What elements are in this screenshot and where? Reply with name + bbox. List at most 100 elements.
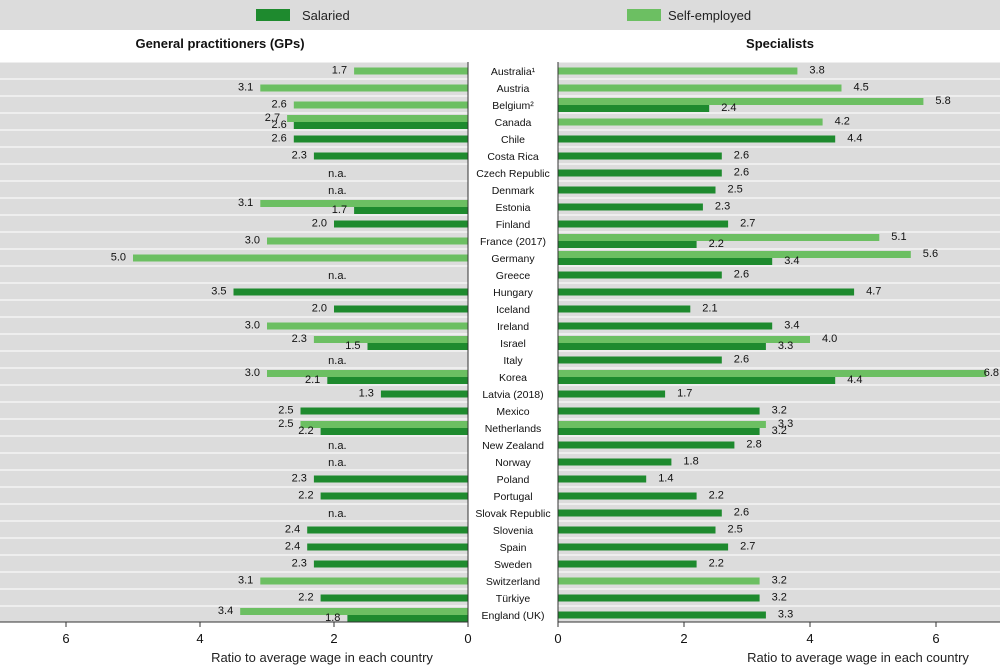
gp-self-employed-bar <box>300 421 468 428</box>
specialists-salaried-bar <box>558 407 760 415</box>
specialists-salaried-value-label: 3.2 <box>772 405 787 417</box>
gp-na-label: n.a. <box>328 457 346 469</box>
specialists-salaried-value-label: 2.2 <box>709 558 724 570</box>
specialists-x-tick-label: 6 <box>932 631 939 646</box>
gp-salaried-value-label: 2.3 <box>292 150 307 162</box>
gp-salaried-value-label: 2.4 <box>285 541 300 553</box>
gp-salaried-value-label: 1.7 <box>332 204 347 216</box>
gp-self-employed-bar <box>293 101 468 109</box>
specialists-salaried-value-label: 4.7 <box>866 286 881 298</box>
gp-na-label: n.a. <box>328 270 346 282</box>
legend-salaried-label: Salaried <box>302 8 350 23</box>
specialists-salaried-bar <box>558 594 760 602</box>
gp-na-label: n.a. <box>328 168 346 180</box>
gp-self-employed-bar <box>260 84 468 92</box>
gp-x-tick-label: 2 <box>330 631 337 646</box>
specialists-salaried-bar <box>558 186 716 194</box>
specialists-salaried-value-label: 1.4 <box>658 473 673 485</box>
specialists-self-employed-bar <box>558 118 823 126</box>
gp-salaried-value-label: 2.5 <box>278 405 293 417</box>
gp-na-label: n.a. <box>328 185 346 197</box>
specialists-self-employed-value-label: 4.5 <box>854 82 869 94</box>
specialists-salaried-bar <box>558 152 722 160</box>
gp-self-employed-value-label: 3.0 <box>245 320 260 332</box>
gp-salaried-bar <box>313 152 468 160</box>
specialists-x-axis-title: Ratio to average wage in each country <box>747 650 969 665</box>
gp-salaried-bar <box>293 135 468 143</box>
gp-self-employed-bar <box>267 237 468 245</box>
category-label: Hungary <box>493 287 533 299</box>
gp-salaried-bar <box>367 343 468 350</box>
specialists-x-tick-label: 2 <box>680 631 687 646</box>
gp-self-employed-value-label: 3.1 <box>238 575 253 587</box>
category-label: Norway <box>495 457 531 469</box>
category-label: Belgium² <box>492 100 534 112</box>
gp-salaried-bar <box>300 407 468 415</box>
specialists-salaried-bar <box>558 135 836 143</box>
category-label: Mexico <box>496 406 529 418</box>
gp-salaried-bar <box>380 390 468 398</box>
category-label: Latvia (2018) <box>482 389 543 401</box>
specialists-salaried-bar <box>558 105 710 112</box>
gp-self-employed-bar <box>354 67 468 75</box>
specialists-salaried-value-label: 3.3 <box>778 340 793 352</box>
specialists-salaried-value-label: 2.5 <box>728 184 743 196</box>
specialists-salaried-bar <box>558 169 722 177</box>
gp-self-employed-bar <box>240 608 468 615</box>
specialists-salaried-value-label: 2.2 <box>709 238 724 250</box>
gp-salaried-bar <box>320 492 468 500</box>
gp-x-tick-label: 6 <box>62 631 69 646</box>
gp-salaried-value-label: 2.2 <box>298 425 313 437</box>
category-label: Türkiye <box>496 593 531 605</box>
category-label: Australia¹ <box>491 66 536 78</box>
specialists-self-employed-bar <box>558 421 766 428</box>
specialists-salaried-bar <box>558 441 735 449</box>
specialists-salaried-bar <box>558 611 766 619</box>
gp-salaried-value-label: 2.3 <box>292 558 307 570</box>
gp-salaried-value-label: 1.5 <box>345 340 360 352</box>
gp-salaried-value-label: 2.3 <box>292 473 307 485</box>
specialists-salaried-value-label: 2.5 <box>728 524 743 536</box>
category-label: Netherlands <box>485 423 542 435</box>
legend-self-employed-label: Self-employed <box>668 8 751 23</box>
specialists-salaried-value-label: 3.4 <box>784 255 799 267</box>
specialists-self-employed-value-label: 5.6 <box>923 248 938 260</box>
gp-salaried-bar <box>293 122 468 129</box>
gp-salaried-bar <box>327 377 468 384</box>
gp-self-employed-value-label: 3.1 <box>238 197 253 209</box>
legend-band <box>0 0 1000 30</box>
specialists-salaried-bar <box>558 305 691 313</box>
gp-panel-title: General practitioners (GPs) <box>135 36 304 51</box>
category-label: Denmark <box>492 185 535 197</box>
category-label: Slovenia <box>493 525 533 537</box>
category-label: Canada <box>495 117 532 129</box>
category-label: Poland <box>497 474 530 486</box>
specialists-self-employed-bar <box>558 84 842 92</box>
specialists-salaried-bar <box>558 356 722 364</box>
specialists-salaried-bar <box>558 271 722 279</box>
gp-self-employed-bar <box>313 336 468 343</box>
category-label: Spain <box>500 542 527 554</box>
specialists-salaried-bar <box>558 322 773 330</box>
category-label: England (UK) <box>481 610 544 622</box>
specialists-self-employed-value-label: 3.8 <box>809 65 824 77</box>
gp-salaried-bar <box>320 594 468 602</box>
specialists-x-tick-label: 0 <box>554 631 561 646</box>
category-label: Chile <box>501 134 525 146</box>
gp-salaried-value-label: 2.4 <box>285 524 300 536</box>
specialists-self-employed-value-label: 5.8 <box>935 95 950 107</box>
gp-salaried-value-label: 2.2 <box>298 592 313 604</box>
gp-salaried-bar <box>313 475 468 483</box>
specialists-self-employed-bar <box>558 98 924 105</box>
specialists-self-employed-bar <box>558 577 760 585</box>
gp-salaried-bar <box>307 526 468 534</box>
gp-salaried-bar <box>233 288 468 296</box>
gp-salaried-bar <box>334 220 468 228</box>
specialists-salaried-value-label: 2.6 <box>734 507 749 519</box>
gp-salaried-value-label: 3.5 <box>211 286 226 298</box>
specialists-salaried-bar <box>558 458 672 466</box>
specialists-salaried-value-label: 2.8 <box>746 439 761 451</box>
category-label: Italy <box>503 355 523 367</box>
specialists-salaried-value-label: 3.3 <box>778 609 793 621</box>
gp-x-tick-label: 4 <box>196 631 203 646</box>
